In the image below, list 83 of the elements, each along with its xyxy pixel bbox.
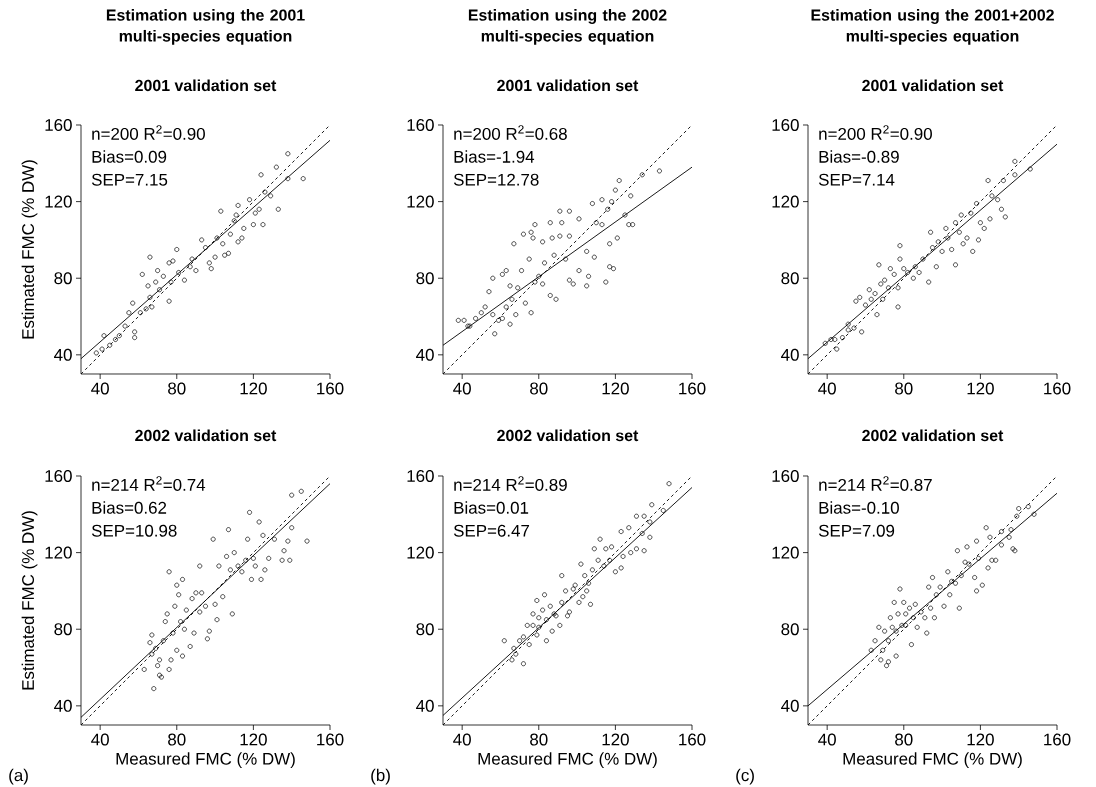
x-tick-label: 40 bbox=[453, 382, 471, 395]
x-tick-label: 120 bbox=[240, 733, 267, 746]
annotation: n=214 R$^{2}$=0.74 bbox=[92, 476, 206, 491]
y-tick-label: 80 bbox=[416, 272, 434, 285]
y-tick-label: 160 bbox=[772, 118, 799, 131]
chart-title: Estimation using the 2002 multi-species equation bbox=[468, 9, 667, 45]
x-tick-label: 120 bbox=[240, 382, 267, 395]
y-tick-label: 120 bbox=[45, 195, 72, 208]
x-tick-label: 40 bbox=[91, 382, 109, 395]
x-tick-label: 160 bbox=[1044, 733, 1071, 746]
x-axis-title: Measured FMC (% DW) bbox=[478, 752, 657, 769]
y-tick-label: 120 bbox=[407, 195, 434, 208]
x-tick-label: 80 bbox=[168, 382, 186, 395]
x-tick-label: 160 bbox=[317, 733, 344, 746]
chart-subtitle: 2001 validation set bbox=[135, 79, 277, 92]
y-axis-title: Estimated FMC (% DW) bbox=[21, 160, 38, 339]
x-axis-title: Measured FMC (% DW) bbox=[116, 752, 295, 769]
y-tick-label: 40 bbox=[54, 348, 72, 361]
y-tick-label: 160 bbox=[407, 118, 434, 131]
text: (c) bbox=[736, 768, 754, 785]
x-tick-label: 120 bbox=[602, 382, 629, 395]
y-tick-label: 160 bbox=[772, 470, 799, 482]
x-tick-label: 80 bbox=[895, 733, 913, 746]
x-tick-label: 80 bbox=[895, 382, 913, 395]
annotation: n=200 R$^{2}$=0.90 bbox=[819, 125, 932, 140]
chart-title: 2002 validation set bbox=[135, 429, 277, 442]
annotation: Bias=0.01 bbox=[454, 501, 529, 514]
y-tick-label: 40 bbox=[781, 348, 799, 361]
y-tick-label: 120 bbox=[772, 546, 799, 559]
y-tick-label: 80 bbox=[54, 272, 72, 285]
y-tick-label: 80 bbox=[781, 623, 799, 636]
x-tick-label: 160 bbox=[679, 382, 706, 395]
annotation: n=200 R$^{2}$=0.90 bbox=[92, 125, 205, 140]
annotation: SEP=7.09 bbox=[818, 524, 895, 537]
y-axis-title: Estimated FMC (% DW) bbox=[21, 511, 38, 690]
annotation: n=214 R$^{2}$=0.87 bbox=[819, 476, 932, 491]
x-axis-title: Measured FMC (% DW) bbox=[843, 752, 1022, 769]
x-tick-label: 80 bbox=[168, 733, 186, 746]
annotation: Bias=0.62 bbox=[92, 501, 167, 514]
chart-subtitle: 2001 validation set bbox=[497, 79, 639, 92]
annotation: Bias=-1.94 bbox=[454, 150, 535, 163]
x-tick-label: 80 bbox=[530, 382, 548, 395]
annotation: n=200 R$^{2}$=0.68 bbox=[454, 125, 567, 140]
chart-title: Estimation using the 2001+2002 multi-species equation bbox=[811, 9, 1054, 45]
annotation: Bias=-0.89 bbox=[819, 150, 899, 163]
y-tick-label: 40 bbox=[54, 699, 72, 712]
x-tick-label: 160 bbox=[679, 733, 706, 746]
x-tick-label: 120 bbox=[602, 733, 629, 746]
y-tick-label: 80 bbox=[54, 623, 72, 636]
y-tick-label: 160 bbox=[407, 470, 434, 482]
y-tick-label: 40 bbox=[416, 699, 434, 712]
annotation: SEP=10.98 bbox=[91, 524, 177, 537]
y-tick-label: 120 bbox=[45, 546, 72, 559]
x-tick-label: 40 bbox=[91, 733, 109, 746]
x-tick-label: 160 bbox=[1044, 382, 1071, 395]
annotation: n=214 R$^{2}$=0.89 bbox=[454, 476, 567, 491]
annotation: SEP=7.14 bbox=[818, 173, 895, 186]
y-tick-label: 40 bbox=[416, 348, 434, 361]
y-tick-label: 40 bbox=[781, 699, 799, 712]
chart-subtitle: 2001 validation set bbox=[862, 79, 1004, 92]
annotation: Bias=0.09 bbox=[92, 150, 167, 163]
annotation: SEP=12.78 bbox=[453, 173, 539, 186]
x-tick-label: 40 bbox=[453, 733, 471, 746]
chart-title: 2002 validation set bbox=[497, 429, 639, 442]
annotation: Bias=-0.10 bbox=[819, 501, 899, 514]
text: (b) bbox=[371, 768, 390, 785]
x-tick-label: 120 bbox=[967, 733, 994, 746]
y-tick-label: 160 bbox=[45, 470, 72, 482]
x-tick-label: 80 bbox=[530, 733, 548, 746]
x-tick-label: 120 bbox=[967, 382, 994, 395]
y-tick-label: 160 bbox=[45, 118, 72, 131]
annotation: SEP=7.15 bbox=[91, 173, 168, 186]
x-tick-label: 40 bbox=[818, 382, 836, 395]
y-tick-label: 80 bbox=[416, 623, 434, 636]
x-tick-label: 160 bbox=[317, 382, 344, 395]
y-tick-label: 80 bbox=[781, 272, 799, 285]
x-tick-label: 40 bbox=[818, 733, 836, 746]
annotation: SEP=6.47 bbox=[453, 524, 530, 537]
chart-title: 2002 validation set bbox=[862, 429, 1004, 442]
y-tick-label: 120 bbox=[407, 546, 434, 559]
text: (a) bbox=[9, 768, 28, 785]
y-tick-label: 120 bbox=[772, 195, 799, 208]
chart-title: Estimation using the 2001 multi-species equation bbox=[106, 9, 305, 45]
